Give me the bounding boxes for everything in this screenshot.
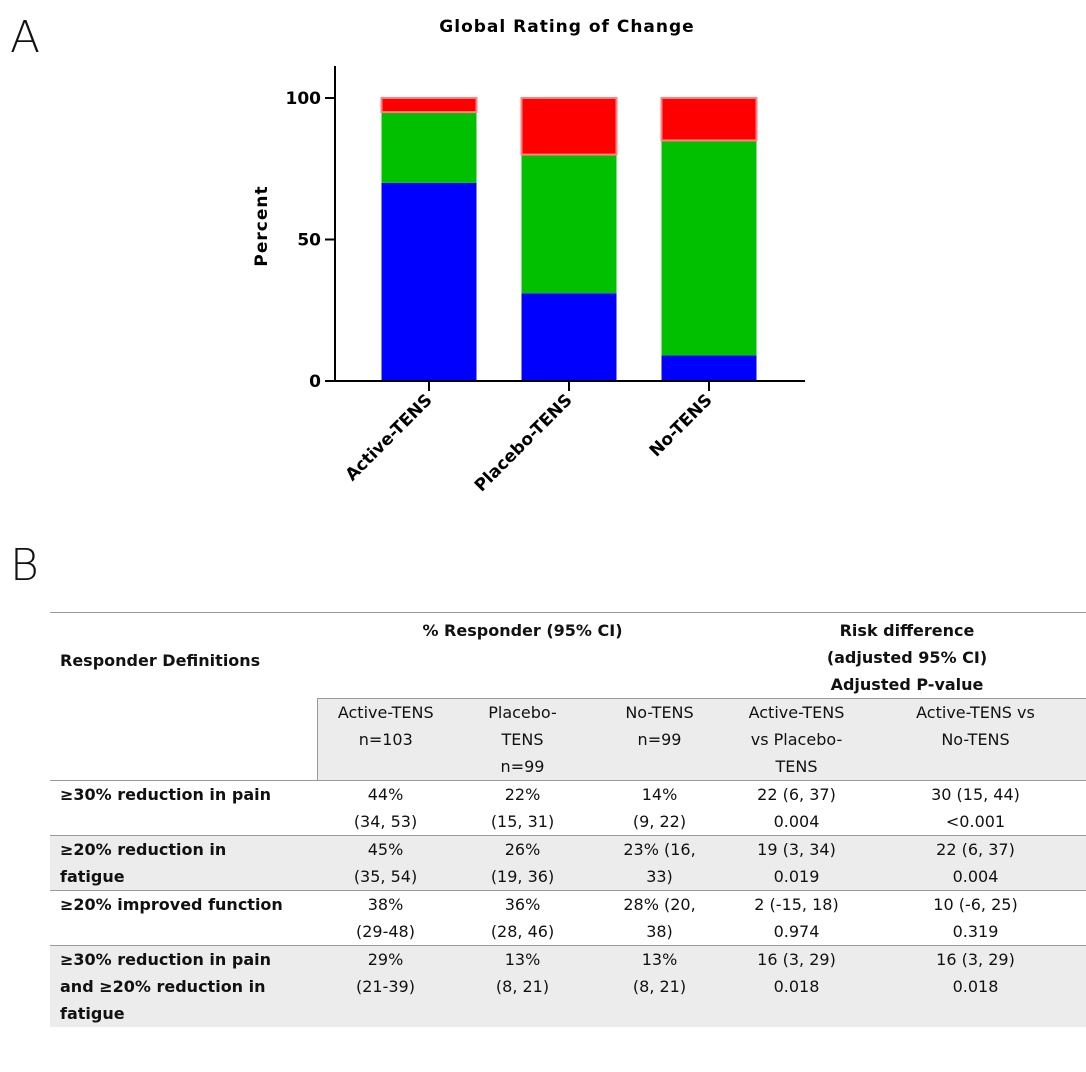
table-cell: 23% (16, 33)	[591, 835, 728, 891]
row-label: ≥20% reduction in fatigue	[50, 835, 317, 891]
table-cell: 10 (-6, 25) 0.319	[865, 890, 1086, 946]
blank-cell	[50, 699, 317, 781]
table-cell: 14% (9, 22)	[591, 780, 728, 836]
category-label: Active-TENS	[342, 390, 437, 485]
table-cell: 16 (3, 29) 0.018	[865, 945, 1086, 1027]
table-cell: 13% (8, 21)	[591, 945, 728, 1027]
column-header: Active-TENS vs Placebo- TENS	[728, 698, 865, 781]
table-cell: 36% (28, 46)	[454, 890, 591, 946]
table-cell: 30 (15, 44) <0.001	[865, 780, 1086, 836]
table-cell: 26% (19, 36)	[454, 835, 591, 891]
table-cell: 22% (15, 31)	[454, 780, 591, 836]
table-cell: 22 (6, 37) 0.004	[865, 835, 1086, 891]
bar-group	[380, 97, 758, 381]
bar-segment-2-no-tens	[661, 140, 757, 356]
row-label: ≥20% improved function	[50, 890, 317, 946]
bar-segment-1-active-tens	[381, 182, 477, 381]
table-subheader-row: Active-TENS n=103 Placebo- TENS n=99 No-TENS n…	[50, 698, 1086, 781]
category-label: No-TENS	[646, 390, 717, 461]
risk-difference-header: Risk difference (adjusted 95% CI) Adjusted…	[728, 612, 1086, 699]
bar-segment-3-active-tens	[380, 97, 478, 114]
panel-label-b: B	[10, 540, 39, 591]
responder-table: Responder Definitions% Responder (95% CI…	[50, 612, 1086, 1027]
bar-segment-3-placebo-tens	[520, 97, 618, 156]
table-cell: 2 (-15, 18) 0.974	[728, 890, 865, 946]
column-header: No-TENS n=99	[591, 698, 728, 781]
column-header: Placebo- TENS n=99	[454, 698, 591, 781]
responder-group-header: % Responder (95% CI)	[317, 612, 728, 699]
y-tick-label: 100	[286, 89, 322, 109]
y-tick-label: 50	[297, 231, 321, 251]
bar-segment-1-placebo-tens	[521, 293, 617, 381]
table-cell: 16 (3, 29) 0.018	[728, 945, 865, 1027]
table-cell: 38% (29-48)	[317, 890, 454, 946]
table-cell: 19 (3, 34) 0.019	[728, 835, 865, 891]
bar-segment-2-active-tens	[381, 112, 477, 183]
bar-segment-2-placebo-tens	[521, 154, 617, 294]
responder-definitions-header: Responder Definitions	[50, 612, 317, 699]
table-row: ≥20% improved function 38% (29-48) 36% (28, …	[50, 890, 1086, 946]
table-cell: 13% (8, 21)	[454, 945, 591, 1027]
bar-segment-3-no-tens	[660, 97, 758, 142]
table-cell: 45% (35, 54)	[317, 835, 454, 891]
table-cell: 44% (34, 53)	[317, 780, 454, 836]
bar-segment-1-no-tens	[661, 355, 757, 381]
table-cell: 29% (21-39)	[317, 945, 454, 1027]
table-row: ≥30% reduction in pain 44% (34, 53) 22% (15,…	[50, 780, 1086, 836]
y-tick-label: 0	[309, 372, 321, 392]
stacked-bar-chart: Global Rating of Change Active-TENS Place…	[252, 17, 805, 496]
category-label: Placebo-TENS	[471, 390, 577, 496]
table-row: ≥20% reduction in fatigue 45% (35, 54) 26% (1…	[50, 835, 1086, 891]
row-label: ≥30% reduction in pain and ≥20% reduction…	[50, 945, 317, 1027]
table-cell: 22 (6, 37) 0.004	[728, 780, 865, 836]
column-header: Active-TENS n=103	[316, 698, 454, 781]
table-row: ≥30% reduction in pain and ≥20% reduction…	[50, 945, 1086, 1027]
table-cell: 28% (20, 38)	[591, 890, 728, 946]
column-header: Active-TENS vs No-TENS	[865, 698, 1086, 781]
table-header-row: Responder Definitions% Responder (95% CI…	[50, 612, 1086, 699]
row-label: ≥30% reduction in pain	[50, 780, 317, 836]
panel-label-a: A	[10, 12, 41, 63]
y-axis-title: Percent	[252, 185, 272, 266]
chart-title: Global Rating of Change	[439, 17, 694, 37]
